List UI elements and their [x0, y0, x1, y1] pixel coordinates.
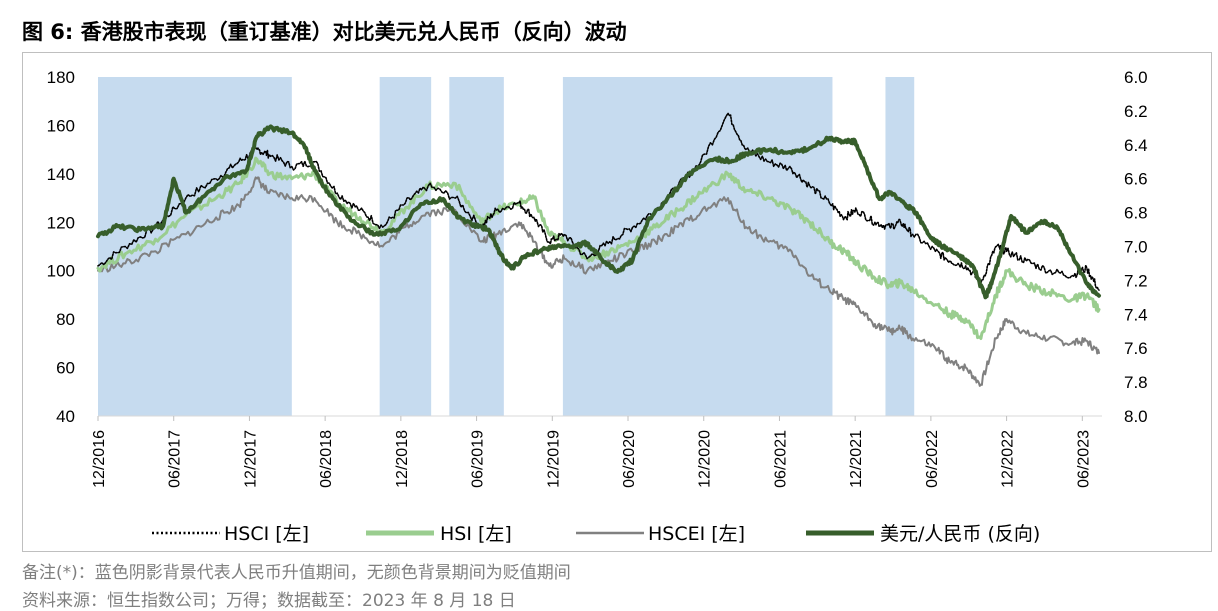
left-tick-label: 80	[56, 310, 75, 329]
right-tick-label: 7.4	[1124, 305, 1148, 324]
x-tick-label: 06/2019	[470, 430, 487, 488]
left-tick-label: 60	[56, 359, 75, 378]
legend-item-hsi: HSI [左]	[366, 523, 512, 545]
left-tick-label: 160	[47, 116, 75, 135]
chart-frame	[22, 52, 1212, 552]
x-tick-label: 12/2018	[394, 430, 411, 488]
legend-label-hscei: HSCEI [左]	[648, 523, 745, 545]
left-tick-label: 120	[47, 213, 75, 232]
left-tick-label: 140	[47, 165, 75, 184]
shaded-periods	[98, 77, 915, 416]
legend: HSCI [左] HSI [左] HSCEI [左] 美元/人民币 (反向)	[152, 523, 1040, 545]
right-tick-label: 6.8	[1124, 204, 1148, 223]
shaded-period-4	[562, 77, 833, 416]
x-tick-label: 12/2019	[545, 430, 562, 488]
x-tick-label: 06/2023	[1075, 430, 1092, 488]
right-tick-label: 6.6	[1124, 170, 1148, 189]
x-tick-label: 06/2020	[621, 430, 638, 488]
x-tick-label: 12/2022	[1000, 430, 1017, 488]
right-tick-label: 6.0	[1124, 68, 1148, 87]
left-tick-label: 100	[47, 262, 75, 281]
shaded-period-5	[885, 77, 915, 416]
chart-title: 图 6: 香港股市表现（重订基准）对比美元兑人民币（反向）波动	[22, 20, 627, 44]
x-tick-label: 12/2020	[697, 430, 714, 488]
left-tick-label: 40	[56, 407, 75, 426]
shaded-period-1	[98, 77, 292, 416]
x-tick-label: 06/2022	[924, 430, 941, 488]
x-tick-label: 12/2016	[91, 430, 108, 488]
left-axis-ticks: 180 160 140 120 100 80 60 40	[47, 68, 75, 426]
footnote: 备注(*)：蓝色阴影背景代表人民币升值期间，无颜色背景期间为贬值期间	[22, 563, 571, 583]
series-line-hscei	[97, 176, 1100, 387]
right-tick-label: 8.0	[1124, 407, 1148, 426]
legend-label-hsci: HSCI [左]	[224, 523, 309, 545]
series-line-hsi	[96, 156, 1101, 340]
x-tick-label: 06/2021	[772, 430, 789, 488]
source-note: 资料来源：恒生指数公司；万得；数据截至：2023 年 8 月 18 日	[22, 591, 516, 611]
x-tick-label: 12/2021	[848, 430, 865, 488]
legend-item-hsci: HSCI [左]	[152, 523, 309, 545]
right-tick-label: 7.8	[1124, 373, 1148, 392]
series-line-fx	[96, 124, 1101, 300]
left-tick-label: 180	[47, 68, 75, 87]
legend-label-fx: 美元/人民币 (反向)	[880, 523, 1040, 545]
x-tick-label: 12/2017	[242, 430, 259, 488]
right-axis-ticks: 6.0 6.2 6.4 6.6 6.8 7.0 7.2 7.4 7.6 7.8 8.0	[1124, 68, 1148, 426]
x-tick-label: 06/2017	[167, 430, 184, 488]
right-tick-label: 7.6	[1124, 339, 1148, 358]
legend-item-fx: 美元/人民币 (反向)	[806, 523, 1040, 545]
series-lines	[96, 112, 1101, 387]
legend-item-hscei: HSCEI [左]	[576, 523, 745, 545]
right-tick-label: 6.2	[1124, 102, 1148, 121]
right-tick-label: 6.4	[1124, 136, 1148, 155]
shaded-period-2	[379, 77, 432, 416]
x-axis-ticks: 12/2016 06/2017 12/2017 06/2018 12/2018 06/20…	[91, 416, 1092, 488]
right-tick-label: 7.2	[1124, 271, 1148, 290]
legend-label-hsi: HSI [左]	[440, 523, 512, 545]
right-tick-label: 7.0	[1124, 238, 1148, 257]
x-tick-label: 06/2018	[318, 430, 335, 488]
